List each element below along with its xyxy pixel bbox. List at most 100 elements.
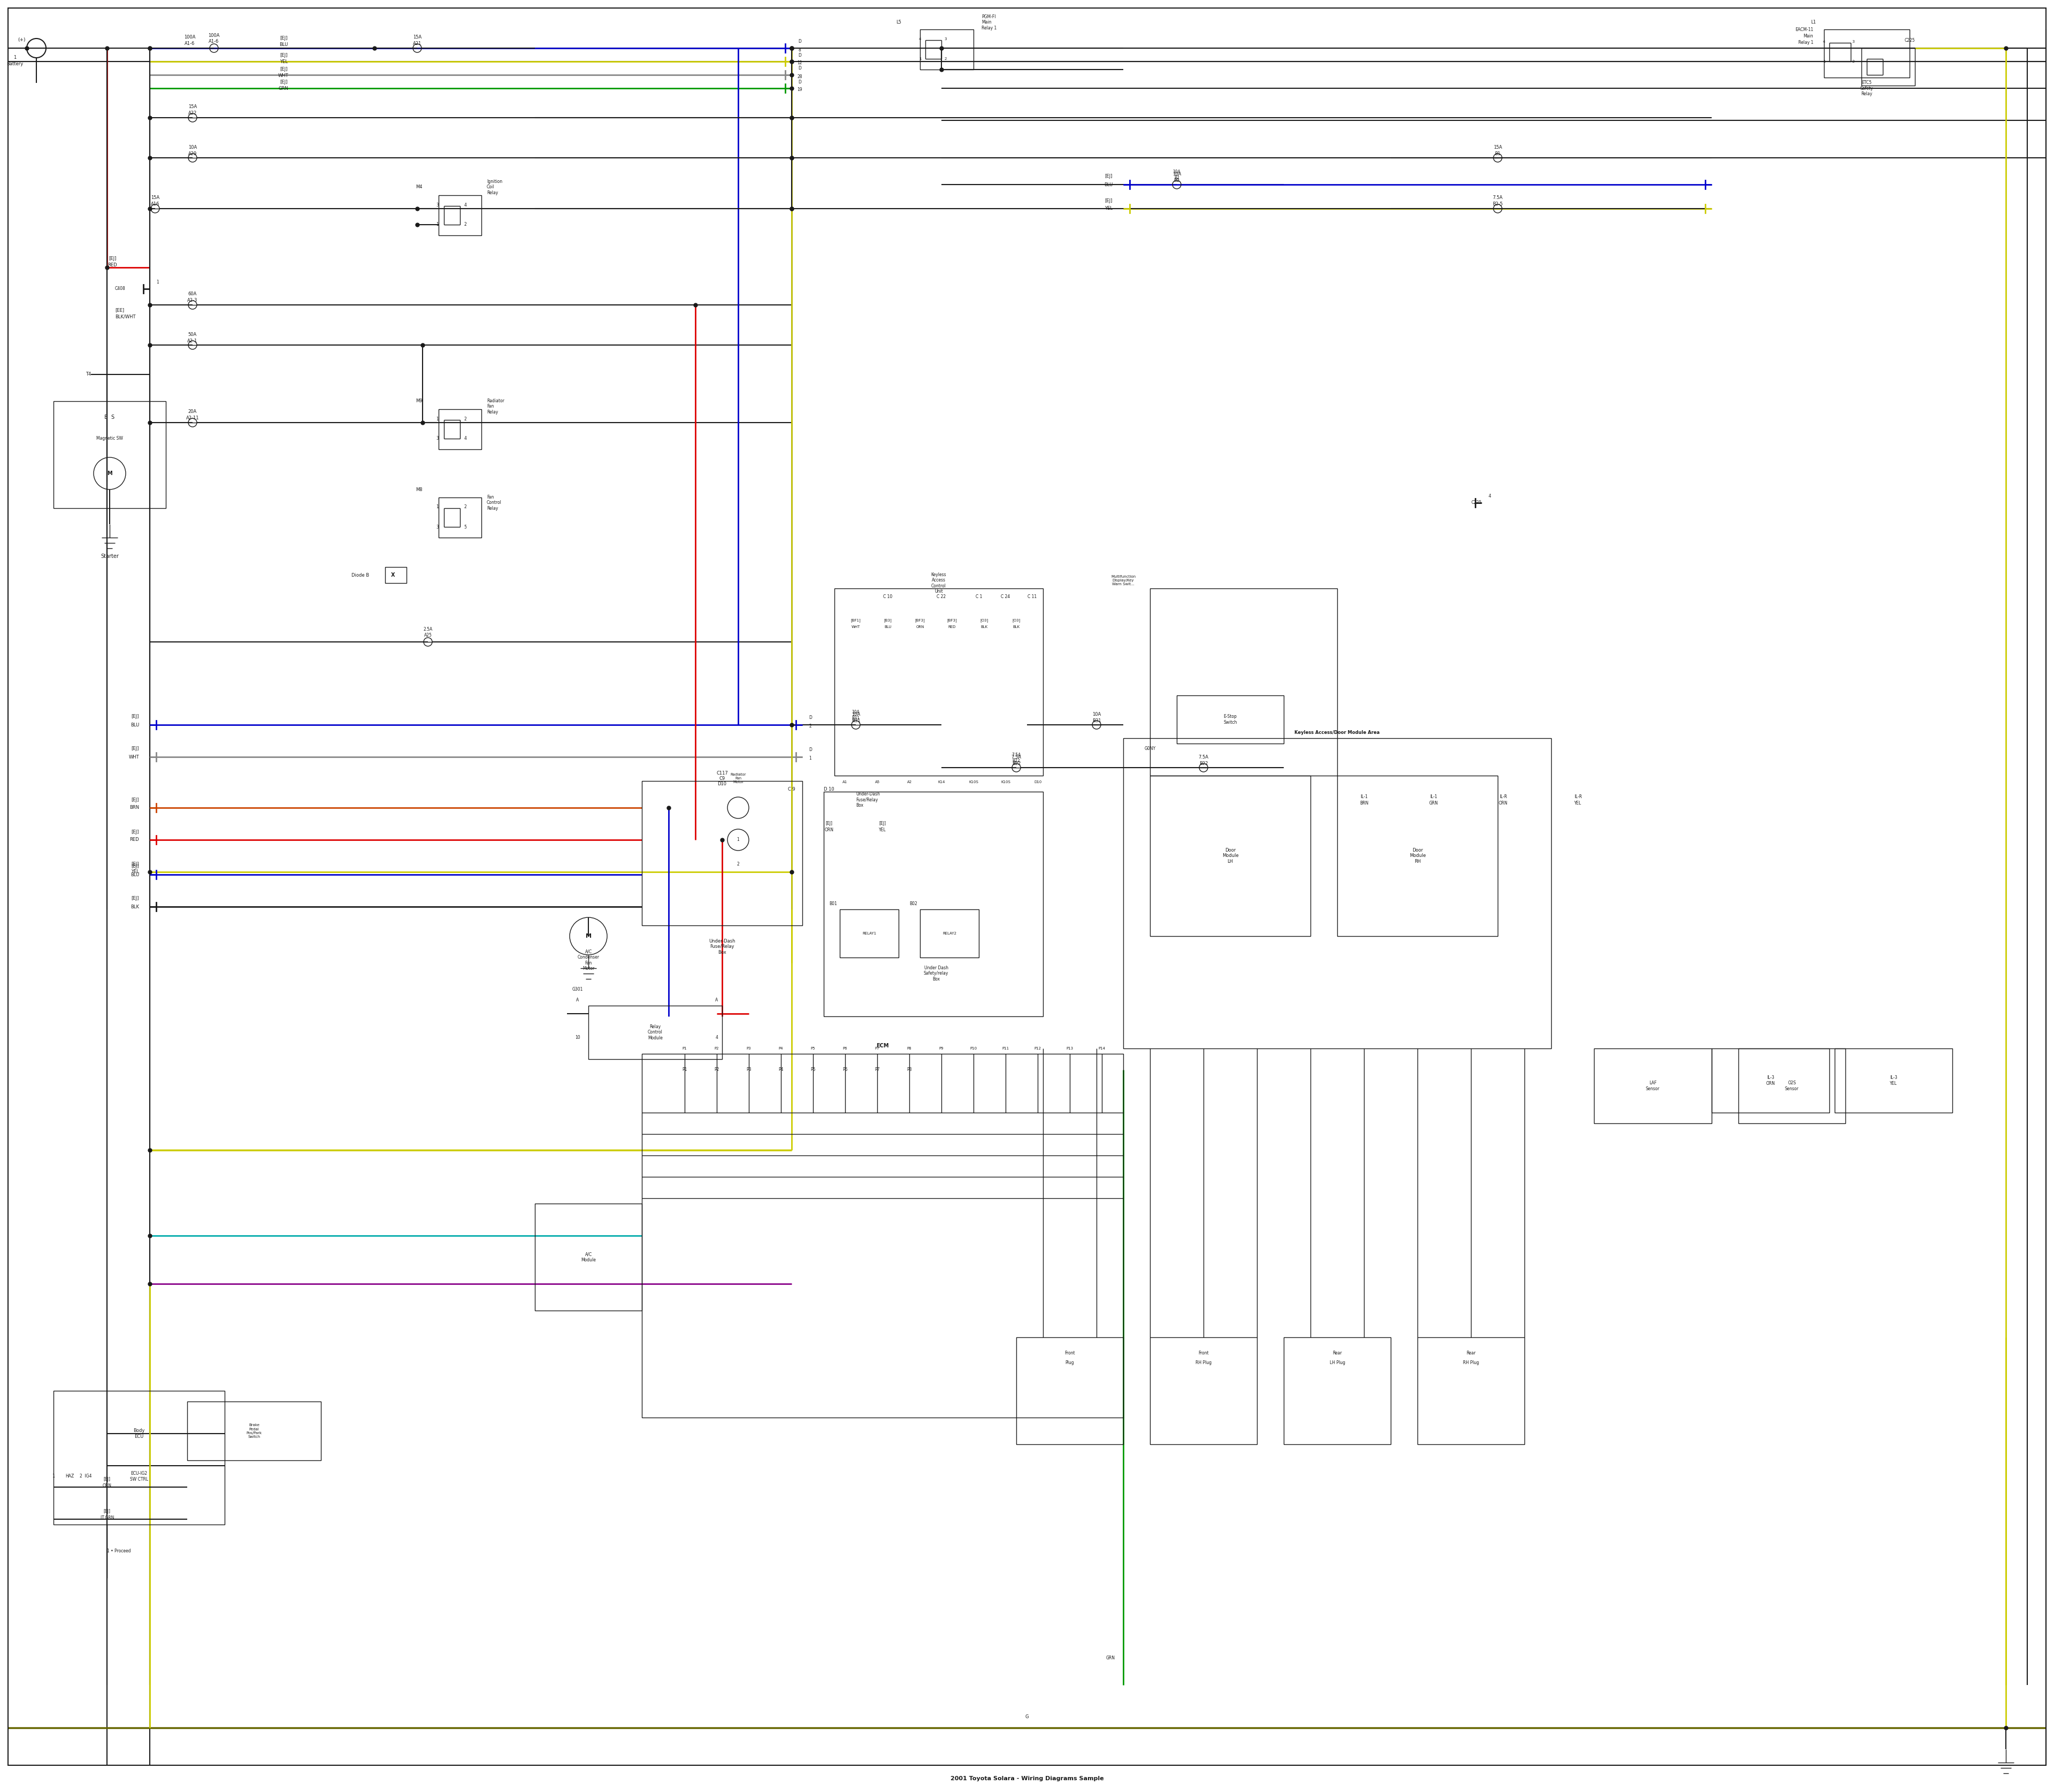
Text: B1: B1 (1495, 151, 1501, 156)
Text: [EJ]: [EJ] (279, 66, 288, 72)
Bar (1824, 29, 1910, 77)
Text: B31: B31 (1093, 719, 1101, 722)
Text: Starter: Starter (101, 554, 119, 559)
Text: RH Plug: RH Plug (1462, 1360, 1479, 1366)
Text: RED: RED (107, 262, 117, 267)
Text: P5: P5 (811, 1068, 815, 1072)
Text: GRN: GRN (279, 86, 288, 91)
Text: 3: 3 (1853, 39, 1855, 43)
Text: 4: 4 (464, 435, 466, 441)
Text: 3: 3 (435, 435, 440, 441)
Text: L5: L5 (896, 20, 902, 25)
Text: PGM-FI
Main
Relay 1: PGM-FI Main Relay 1 (982, 14, 996, 30)
Text: 2: 2 (1853, 59, 1855, 63)
Bar (1177, 695, 1284, 744)
Text: ORN: ORN (1499, 801, 1508, 806)
Text: RED: RED (949, 625, 955, 629)
Text: ORN: ORN (824, 828, 834, 833)
Text: K10S: K10S (969, 781, 978, 783)
Text: [EJ]: [EJ] (131, 864, 140, 869)
Text: 4: 4 (1489, 493, 1491, 498)
Text: P3: P3 (746, 1047, 752, 1050)
Text: IL-1: IL-1 (1360, 794, 1368, 799)
Text: WHT: WHT (852, 625, 861, 629)
Text: A1: A1 (842, 781, 848, 783)
Text: 2: 2 (737, 862, 739, 866)
Text: O2S
Sensor: O2S Sensor (1785, 1081, 1799, 1091)
Text: K14: K14 (939, 781, 945, 783)
Bar (840, 909, 900, 957)
Text: P6: P6 (842, 1047, 848, 1050)
Text: P13: P13 (1066, 1047, 1074, 1050)
Bar (1150, 1337, 1257, 1444)
Text: BLU: BLU (129, 873, 140, 876)
Text: C225: C225 (1904, 38, 1914, 43)
Text: 1: 1 (918, 57, 922, 61)
Text: Under-Dash
Fuse/Relay
Box: Under-Dash Fuse/Relay Box (709, 939, 735, 955)
Bar (1284, 1337, 1391, 1444)
Text: 7.5A: 7.5A (1011, 754, 1021, 760)
Text: BLU: BLU (1103, 183, 1113, 186)
Text: 10A
B31: 10A B31 (852, 710, 861, 720)
Text: ORN: ORN (103, 1484, 111, 1487)
Text: 7.5A: 7.5A (1197, 754, 1208, 760)
Text: A29: A29 (189, 151, 197, 156)
Text: ECU-IG2
SW CTRL: ECU-IG2 SW CTRL (129, 1471, 148, 1482)
Text: 4: 4 (464, 202, 466, 208)
Bar (1861, 48, 1914, 86)
Text: 15A: 15A (150, 195, 160, 201)
Text: A22: A22 (189, 111, 197, 116)
Text: D: D (809, 747, 811, 753)
Bar (440, 498, 481, 538)
Bar (1594, 1048, 1711, 1124)
Text: [BF3]: [BF3] (914, 618, 924, 622)
Text: 1: 1 (435, 416, 440, 421)
Text: 19: 19 (797, 88, 803, 91)
Text: P6: P6 (842, 1068, 848, 1072)
Text: 1: 1 (435, 505, 440, 509)
Text: IL-R: IL-R (1573, 794, 1582, 799)
Text: P2: P2 (715, 1068, 719, 1072)
Text: 15A: 15A (413, 36, 421, 39)
Text: K10S: K10S (1000, 781, 1011, 783)
Text: 2: 2 (945, 57, 947, 61)
Text: 15A: 15A (189, 104, 197, 109)
Text: 1: 1 (435, 222, 440, 228)
Text: RELAY2: RELAY2 (943, 932, 957, 935)
Text: GRN: GRN (1430, 801, 1438, 806)
Text: B01: B01 (830, 901, 838, 907)
Text: YEL: YEL (1573, 801, 1582, 806)
Text: 3: 3 (435, 202, 440, 208)
Bar (1017, 1337, 1124, 1444)
Text: BLK: BLK (1013, 625, 1021, 629)
Text: 10: 10 (575, 1036, 581, 1039)
Text: [EE]: [EE] (115, 308, 123, 312)
Text: BLK: BLK (131, 905, 140, 909)
Text: Radiator
Fan
Relay: Radiator Fan Relay (487, 398, 505, 414)
Text: 3: 3 (435, 525, 440, 529)
Text: 1 • Proceed: 1 • Proceed (107, 1548, 131, 1554)
Bar (824, 792, 1043, 1016)
Text: BRN: BRN (1360, 801, 1368, 806)
Text: EACM-11: EACM-11 (1795, 27, 1814, 32)
Text: BLK/WHT: BLK/WHT (115, 314, 136, 319)
Bar (641, 781, 803, 925)
Text: D: D (809, 715, 811, 720)
Text: BLK: BLK (980, 625, 988, 629)
Text: Main: Main (1803, 34, 1814, 38)
Text: 1: 1 (51, 1475, 55, 1478)
Text: 2: 2 (464, 416, 466, 421)
Text: B02: B02 (910, 901, 918, 907)
Text: 15A: 15A (1493, 145, 1501, 149)
Text: (+): (+) (18, 38, 25, 43)
Text: Keyless
Access
Control
Unit: Keyless Access Control Unit (930, 572, 947, 593)
Text: B2: B2 (1173, 177, 1179, 183)
Text: T4: T4 (86, 373, 90, 376)
Text: Battery: Battery (6, 61, 23, 66)
Text: C 1: C 1 (976, 593, 982, 599)
Text: C 11: C 11 (1027, 593, 1037, 599)
Text: [O3]: [O3] (980, 618, 988, 622)
Bar (1150, 588, 1337, 776)
Text: 1: 1 (156, 280, 158, 285)
Bar (587, 1005, 723, 1059)
